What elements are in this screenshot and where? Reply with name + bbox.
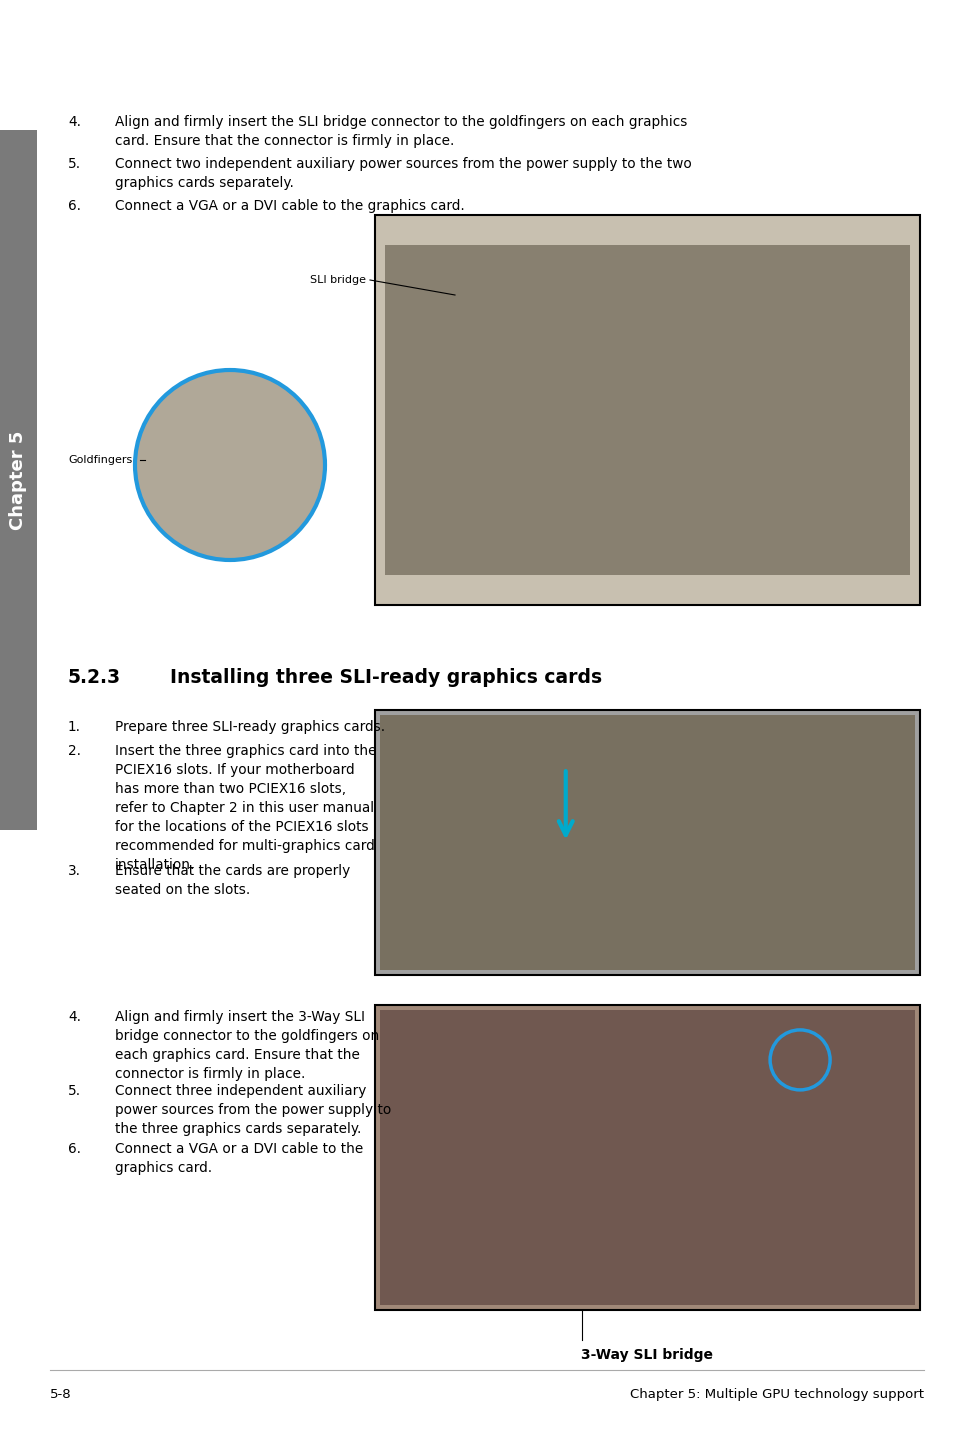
Text: Connect a VGA or a DVI cable to the graphics card.: Connect a VGA or a DVI cable to the grap… [115,198,464,213]
Text: 6.: 6. [68,198,81,213]
Text: Chapter 5: Multiple GPU technology support: Chapter 5: Multiple GPU technology suppo… [629,1388,923,1401]
Text: Installing three SLI-ready graphics cards: Installing three SLI-ready graphics card… [170,669,601,687]
Bar [375,1005,919,1310]
Text: 1.: 1. [68,720,81,733]
Text: 5.2.3: 5.2.3 [68,669,121,687]
Text: 4.: 4. [68,1009,81,1024]
Text: Prepare three SLI-ready graphics cards.: Prepare three SLI-ready graphics cards. [115,720,385,733]
Text: 5.: 5. [68,1084,81,1099]
Text: Chapter 5: Chapter 5 [10,430,28,529]
Text: Align and firmly insert the 3-Way SLI
bridge connector to the goldfingers on
eac: Align and firmly insert the 3-Way SLI br… [115,1009,379,1081]
Text: Goldfingers: Goldfingers [68,454,132,464]
Bar [379,1009,914,1306]
Text: Insert the three graphics card into the
PCIEX16 slots. If your motherboard
has m: Insert the three graphics card into the … [115,743,376,871]
Text: 3.: 3. [68,864,81,879]
Bar [0,129,37,830]
Text: 6.: 6. [68,1142,81,1156]
Text: Connect a VGA or a DVI cable to the
graphics card.: Connect a VGA or a DVI cable to the grap… [115,1142,363,1175]
Bar [375,710,919,975]
Circle shape [135,370,325,559]
Text: Connect three independent auxiliary
power sources from the power supply to
the t: Connect three independent auxiliary powe… [115,1084,391,1136]
Bar [379,715,914,971]
Text: 5-8: 5-8 [50,1388,71,1401]
Text: Connect two independent auxiliary power sources from the power supply to the two: Connect two independent auxiliary power … [115,157,691,190]
Text: 2.: 2. [68,743,81,758]
Text: 5.: 5. [68,157,81,171]
Bar [385,244,909,575]
Text: 3-Way SLI bridge: 3-Way SLI bridge [581,1347,713,1362]
Text: SLI bridge: SLI bridge [310,275,366,285]
Bar [375,216,919,605]
Text: 4.: 4. [68,115,81,129]
Text: Ensure that the cards are properly
seated on the slots.: Ensure that the cards are properly seate… [115,864,350,897]
Text: Align and firmly insert the SLI bridge connector to the goldfingers on each grap: Align and firmly insert the SLI bridge c… [115,115,687,148]
